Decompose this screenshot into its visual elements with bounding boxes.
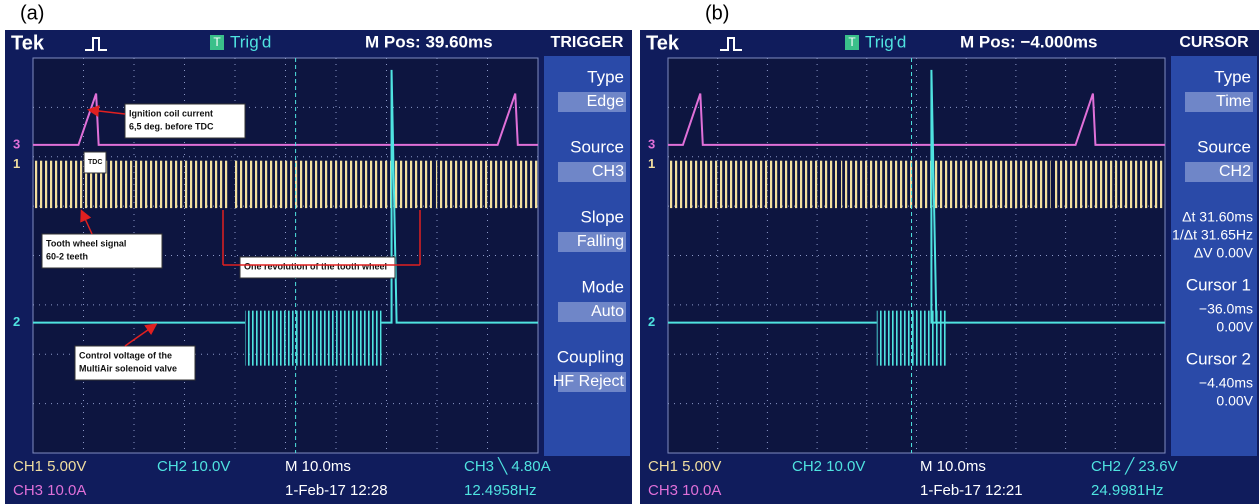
menu-value: Time	[1216, 93, 1251, 110]
status-time: M 10.0ms	[285, 458, 351, 475]
menu-value: HF Reject	[553, 373, 625, 390]
status-trigger: CH2 ╱ 23.6V	[1091, 457, 1178, 475]
status-date: 1-Feb-17 12:28	[285, 482, 388, 499]
menu-readout: −36.0ms	[1199, 301, 1253, 317]
status-ch3: CH3 10.0A	[13, 482, 86, 499]
channel-marker: 1	[648, 156, 655, 171]
annotation-box	[41, 233, 163, 269]
menu-readout: 0.00V	[1216, 393, 1253, 409]
brand: Tek	[11, 32, 45, 54]
channel-marker: 2	[648, 314, 655, 329]
status-ch3: CH3 10.0A	[648, 482, 721, 499]
menu-readout: Δt 31.60ms	[1182, 209, 1253, 225]
menu-value-box	[558, 372, 626, 392]
panel-label: (b)	[705, 2, 729, 24]
menu-value: Edge	[587, 93, 624, 110]
plot-area	[667, 57, 1166, 454]
status-ch2: CH2 10.0V	[157, 458, 230, 475]
status-freq: 24.9981Hz	[1091, 482, 1164, 499]
menu-panel	[544, 56, 630, 456]
status-trigger: CH3 ╲ 4.80A	[464, 457, 551, 475]
annotation-arrow	[87, 105, 126, 117]
ch3-trace	[668, 93, 1165, 146]
menu-value: Falling	[577, 233, 624, 250]
annotation-text: Control voltage of the	[79, 350, 172, 360]
annotation-text: MultiAir solenoid valve	[79, 363, 177, 373]
menu-label: Mode	[581, 277, 624, 296]
trigger-box-label: T	[848, 35, 856, 49]
menu-label: Cursor 1	[1186, 275, 1251, 294]
trigger-icon	[720, 37, 742, 51]
annotation-box	[239, 256, 396, 279]
status-time: M 10.0ms	[920, 458, 986, 475]
menu-value-box	[558, 162, 626, 182]
menu-value: CH3	[592, 163, 624, 180]
m-position: M Pos: 39.60ms	[365, 32, 493, 51]
panel-label: (a)	[20, 2, 44, 24]
menu-value-box	[558, 302, 626, 322]
menu-readout: ΔV 0.00V	[1194, 245, 1254, 261]
menu-value: Auto	[591, 303, 624, 320]
menu-value-box	[1185, 92, 1253, 112]
menu-readout: 0.00V	[1216, 319, 1253, 335]
tooth-gap	[836, 160, 841, 209]
status-freq: 12.4958Hz	[464, 482, 537, 499]
status-date: 1-Feb-17 12:21	[920, 482, 1023, 499]
ch3-trace	[33, 93, 538, 146]
annotation-text: Ignition coil current	[129, 108, 213, 118]
menu-value-box	[558, 92, 626, 112]
status-ch1: CH1 5.00V	[13, 458, 86, 475]
menu-title: CURSOR	[1179, 34, 1249, 51]
channel-marker: 3	[648, 136, 655, 151]
trigger-box	[845, 35, 859, 50]
menu-readout: 1/Δt 31.65Hz	[1172, 227, 1253, 243]
menu-value-box	[1185, 162, 1253, 182]
revolution-marker	[222, 210, 421, 266]
menu-readout: −4.40ms	[1199, 375, 1253, 391]
annotation-arrow	[124, 323, 158, 347]
annotation-text: 60-2 teeth	[46, 251, 88, 261]
trigger-status: Trig'd	[230, 32, 271, 51]
menu-panel	[1171, 56, 1257, 456]
channel-marker: 1	[13, 156, 20, 171]
trigger-status: Trig'd	[865, 32, 906, 51]
menu-value: CH2	[1219, 163, 1251, 180]
annotation-box	[74, 345, 196, 381]
annotation-arrow	[80, 209, 93, 235]
ch2-trace	[33, 69, 538, 324]
menu-title: TRIGGER	[551, 34, 624, 51]
menu-label: Slope	[581, 207, 624, 226]
annotation-box	[83, 151, 107, 174]
trigger-icon	[85, 37, 107, 51]
annotation-text: One revolution of the tooth wheel	[244, 261, 387, 271]
annotation-text: TDC	[88, 159, 102, 166]
tooth-gap	[229, 160, 234, 209]
ch1-trace	[33, 160, 538, 209]
tooth-gap	[1050, 160, 1055, 209]
menu-label: Cursor 2	[1186, 349, 1251, 368]
tooth-gap	[431, 160, 436, 209]
menu-label: Type	[1214, 67, 1251, 86]
menu-label: Source	[570, 137, 624, 156]
oscilloscope-screen: Tek T Trig'd M Pos: 39.60ms TRIGGER Type Edge S…	[5, 30, 632, 504]
m-position: M Pos: −4.000ms	[960, 32, 1098, 51]
menu-value-box	[558, 232, 626, 252]
channel-marker: 3	[13, 136, 20, 151]
status-ch2: CH2 10.0V	[792, 458, 865, 475]
channel-marker: 2	[13, 314, 20, 329]
menu-label: Coupling	[557, 347, 624, 366]
annotation-text: 6,5 deg. before TDC	[129, 121, 214, 131]
oscilloscope-screen: Tek T Trig'd M Pos: −4.000ms CURSOR Type Time S…	[640, 30, 1259, 504]
status-ch1: CH1 5.00V	[648, 458, 721, 475]
trigger-box	[210, 35, 224, 50]
annotation-box	[124, 103, 246, 139]
ch1-trace	[668, 160, 1165, 209]
ch2-burst	[245, 310, 382, 366]
menu-label: Source	[1197, 137, 1251, 156]
annotation-text: Tooth wheel signal	[46, 238, 126, 248]
trigger-box-label: T	[213, 35, 221, 49]
brand: Tek	[646, 32, 680, 54]
menu-label: Type	[587, 67, 624, 86]
